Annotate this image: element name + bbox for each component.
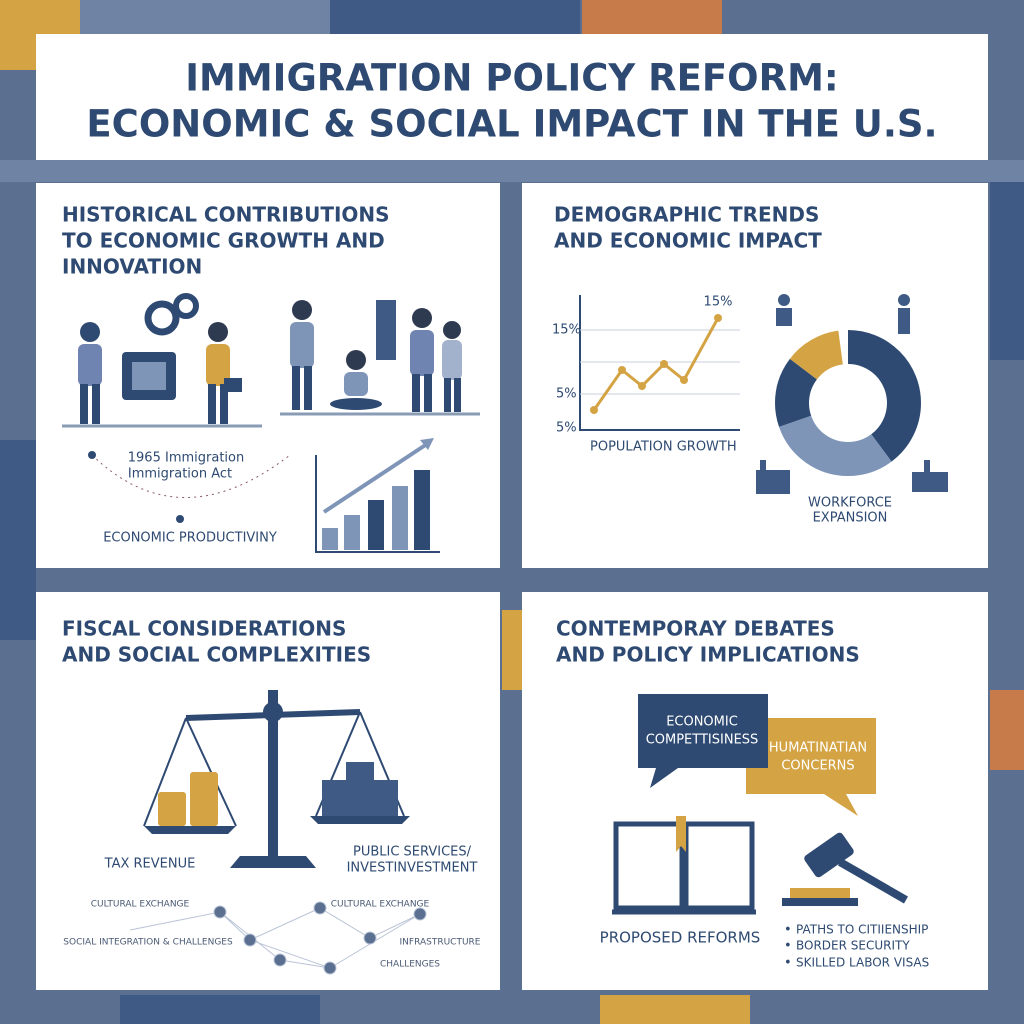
panel-title: AND ECONOMIC IMPACT	[554, 229, 822, 253]
panel-title: AND POLICY IMPLICATIONS	[556, 643, 860, 667]
bullet-text: PATHS TO CITIIENSHIP	[796, 923, 928, 937]
bullet-text: SKILLED LABOR VISAS	[796, 956, 929, 970]
label: CULTURAL EXCHANGE	[91, 900, 190, 910]
label: EXPANSION	[813, 511, 888, 526]
panel-title: HISTORICAL CONTRIBUTIONS	[62, 203, 390, 227]
timeline-dot	[176, 515, 184, 523]
label: 15%	[704, 295, 733, 310]
title-box	[36, 34, 988, 160]
panel-title: DEMOGRAPHIC TRENDS	[554, 203, 819, 227]
label: 1965 Immigration	[128, 451, 244, 466]
bullet: •	[784, 923, 792, 938]
panel-title: INNOVATION	[62, 255, 202, 279]
label: WORKFORCE	[808, 496, 892, 511]
label: ECONOMIC PRODUCTIVINY	[103, 531, 277, 546]
bullet-list: • • • PATHS TO CITIIENSHIP BORDER SECURI…	[784, 923, 929, 971]
bubble-text: COMPETTISINESS	[646, 733, 759, 748]
bubble-text: HUMATINATIAN	[769, 741, 867, 756]
label: CULTURAL EXCHANGE	[331, 900, 430, 910]
label: Immigration Act	[128, 467, 232, 482]
title-line: ECONOMIC & SOCIAL IMPACT IN THE U.S.	[86, 103, 937, 146]
speech-bubbles	[638, 694, 876, 816]
title-line: IMMIGRATION POLICY REFORM:	[185, 57, 838, 100]
illustration-donut	[775, 330, 921, 476]
illustration-workers	[62, 293, 262, 428]
label: INFRASTRUCTURE	[400, 938, 481, 948]
bubble-text: ECONOMIC	[666, 715, 738, 730]
panel-title: AND SOCIAL COMPLEXITIES	[62, 643, 371, 667]
panel-title: CONTEMPORAY DEBATES	[556, 617, 835, 641]
illustration-network	[129, 901, 427, 975]
illustration-line-chart	[579, 295, 740, 431]
panel-title: FISCAL CONSIDERATIONS	[62, 617, 346, 641]
illustration-gavel	[782, 832, 908, 906]
timeline-arc	[91, 454, 291, 498]
panel-title: TO ECONOMIC GROWTH AND	[62, 229, 385, 253]
label: CHALLENGES	[380, 960, 440, 970]
illustration-scale	[143, 690, 410, 868]
label: PROPOSED REFORMS	[600, 929, 761, 947]
label: PUBLIC SERVICES/	[353, 845, 472, 860]
illustration-book	[612, 816, 756, 915]
bullet-text: BORDER SECURITY	[796, 939, 910, 953]
label: 5%	[556, 387, 577, 402]
timeline-dot	[88, 451, 96, 459]
bullet: •	[784, 939, 792, 954]
illustration-icons	[756, 294, 948, 494]
label: 15%	[552, 323, 581, 338]
bullet: •	[784, 956, 792, 971]
label: SOCIAL INTEGRATION & CHALLENGES	[63, 938, 233, 948]
illustration-team	[280, 300, 480, 416]
label: 5%	[556, 421, 577, 436]
bubble-text: CONCERNS	[781, 759, 854, 774]
illustration-bar-chart	[315, 438, 440, 553]
label: POPULATION GROWTH	[590, 440, 737, 455]
label: INVESTINVESTMENT	[347, 861, 478, 876]
label: TAX REVENUE	[104, 857, 196, 872]
